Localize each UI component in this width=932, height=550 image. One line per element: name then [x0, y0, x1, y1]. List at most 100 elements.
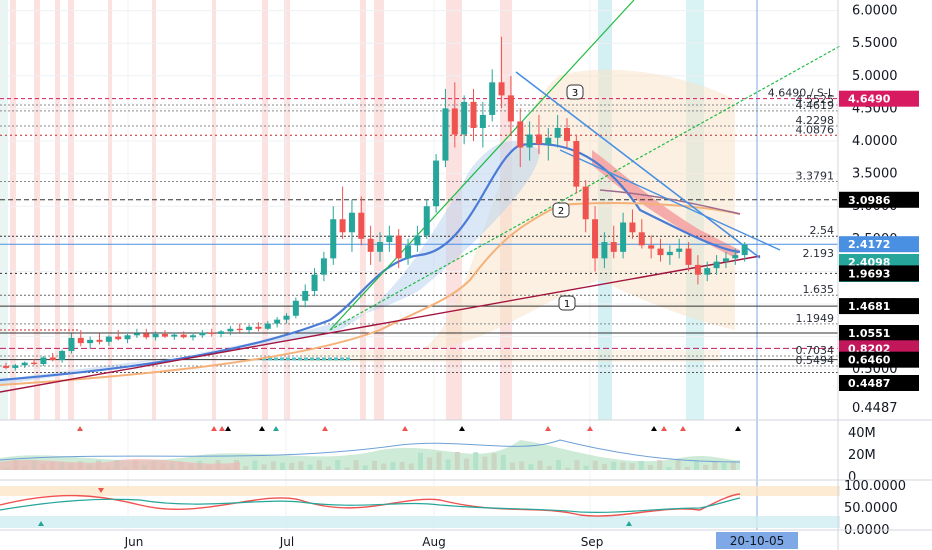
candle-body [433, 160, 440, 207]
candle-body [199, 332, 206, 336]
candle-body [302, 290, 309, 301]
level-label: 1.1949 [796, 312, 835, 325]
candle-body [208, 332, 215, 334]
candle-body [96, 339, 103, 342]
candle-body [451, 108, 458, 135]
signal-marker [459, 426, 465, 431]
candle-body [423, 206, 430, 236]
candles [3, 36, 748, 371]
candle-body [143, 333, 150, 338]
signal-marker [273, 426, 279, 431]
candle-body [40, 357, 47, 364]
current-price-label: 2.4172 [848, 238, 890, 251]
signal-marker [259, 426, 265, 431]
candle-body [180, 334, 187, 338]
price-badge-label: 0.4487 [848, 377, 890, 390]
candle-body [741, 244, 748, 256]
candle-body [489, 82, 496, 115]
candle-body [77, 337, 84, 344]
candle-body [676, 248, 683, 252]
overbought-zone [0, 486, 840, 496]
candle-body [339, 219, 346, 233]
candle-body [246, 326, 253, 331]
month-label: Jun [124, 535, 144, 549]
price-badge [839, 265, 919, 282]
candle-body [629, 222, 636, 233]
price-badge [839, 298, 919, 315]
red-band [68, 0, 74, 420]
wave-labels: 3 2 1 [552, 84, 584, 311]
oscillator-slow [0, 497, 741, 513]
candle-body [694, 264, 701, 275]
signal-marker [651, 426, 657, 431]
oscillator-tick: 50.0000 [844, 501, 898, 516]
candle-body [227, 328, 234, 332]
candle-body [115, 336, 122, 340]
candle-body [666, 251, 673, 256]
candle-body [264, 323, 271, 329]
red-band [152, 0, 156, 420]
cursor-date-label: 20-10-05 [730, 534, 784, 548]
candle-body [722, 258, 729, 262]
signal-marker [661, 426, 667, 431]
signal-marker [219, 426, 225, 431]
wave-label-box [552, 202, 570, 218]
candle-body [311, 274, 318, 291]
candle-body [620, 222, 627, 252]
red-band [374, 0, 384, 420]
price-badge-label: 1.0551 [848, 327, 890, 340]
price-badge [839, 191, 919, 208]
signal-marker [77, 426, 83, 431]
wave-label: 3 [572, 88, 578, 99]
level-label: 4.0876 [796, 123, 835, 136]
price-badge [839, 325, 919, 342]
candle-body [348, 212, 355, 233]
level-label: 4.6490 / S-L [768, 87, 835, 100]
candle-body [386, 235, 393, 243]
candle-body [479, 114, 486, 128]
candle-body [330, 219, 337, 259]
signal-marker [98, 488, 104, 493]
candle-body [358, 212, 365, 239]
red-band [10, 0, 16, 420]
price-tick: 0.4487 [852, 401, 898, 416]
candle-body [3, 365, 9, 368]
candle-body [283, 315, 290, 320]
ma-fast [0, 142, 741, 382]
candle-body [161, 333, 168, 337]
candle-body [59, 350, 66, 361]
price-badge-label: 1.4681 [848, 300, 890, 313]
candle-body [657, 248, 664, 256]
horizontal-levels [0, 98, 838, 374]
candle-body [367, 238, 374, 252]
candle-body [732, 255, 739, 259]
price-tick: 5.5000 [852, 36, 898, 51]
price-tick: 3.5000 [852, 167, 898, 182]
bollinger-band [420, 69, 735, 350]
price-badge [839, 375, 919, 391]
candle-body [49, 357, 56, 361]
candle-body [610, 242, 617, 252]
time-axis: Jun Jul Aug Sep 20-10-05 [0, 529, 932, 549]
ma-slow [599, 189, 741, 215]
candle-body [507, 95, 514, 122]
candle-body [601, 242, 608, 259]
volume-tick: 0 [848, 470, 856, 485]
wave-label-box [566, 84, 584, 100]
price-badge-label: 1.9693 [848, 267, 890, 280]
signal-marker [680, 426, 686, 431]
candle-body [31, 362, 38, 364]
price-badge-label: 0.6460 [848, 354, 891, 367]
candle-body [405, 245, 412, 259]
candle-body [564, 127, 570, 141]
signal-marker [626, 521, 632, 526]
signal-marker [402, 426, 408, 431]
candle-body [648, 245, 655, 249]
resistance-trendline [515, 71, 761, 259]
oversold-zone [0, 516, 840, 528]
month-label: Aug [422, 535, 445, 549]
signal-marker [211, 426, 217, 431]
